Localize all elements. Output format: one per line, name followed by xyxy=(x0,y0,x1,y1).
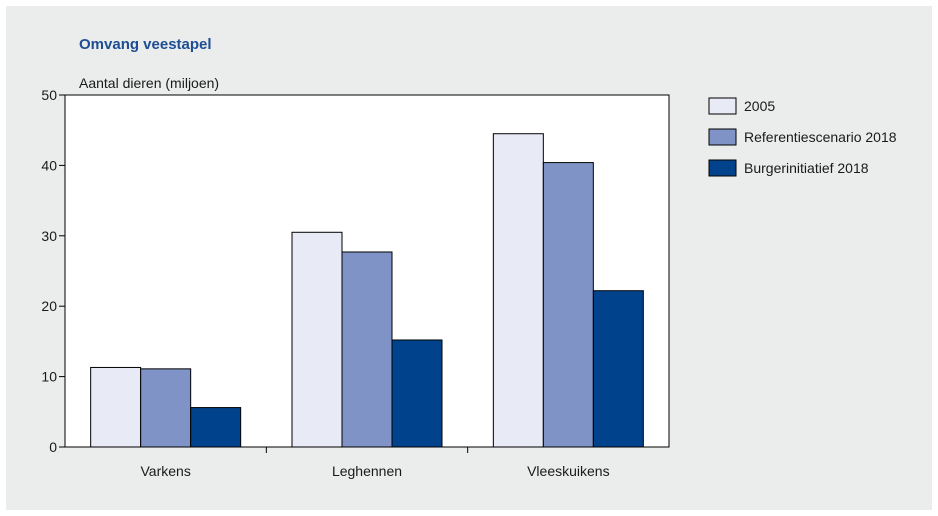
legend-label: 2005 xyxy=(744,98,775,114)
bar xyxy=(190,407,242,448)
legend-label: Burgerinitiatief 2018 xyxy=(744,160,869,176)
bar xyxy=(90,366,142,448)
bar xyxy=(492,133,544,448)
y-axis: 0 10 20 30 40 50 xyxy=(41,87,65,455)
bars-group xyxy=(90,133,644,448)
legend-swatch xyxy=(708,97,737,115)
bar xyxy=(542,162,594,448)
bar xyxy=(391,339,443,448)
bar xyxy=(592,290,644,448)
y-tick-label: 20 xyxy=(41,298,57,314)
x-tick-label: Varkens xyxy=(141,463,191,479)
y-tick-label: 40 xyxy=(41,157,57,173)
bar xyxy=(341,251,393,448)
legend-label: Referentiescenario 2018 xyxy=(744,129,897,145)
y-tick-label: 10 xyxy=(41,369,57,385)
bar xyxy=(291,231,343,448)
y-tick-label: 0 xyxy=(49,439,57,455)
x-tick-label: Vleeskuikens xyxy=(527,463,610,479)
legend: 2005 Referentiescenario 2018 Burgerinitiat… xyxy=(708,97,897,177)
y-axis-label: Aantal dieren (miljoen) xyxy=(79,75,219,91)
x-tick-label: Leghennen xyxy=(332,463,402,479)
legend-swatch xyxy=(708,128,737,146)
bar xyxy=(140,368,192,448)
y-tick-label: 30 xyxy=(41,228,57,244)
y-tick-label: 50 xyxy=(41,87,57,103)
x-axis: Varkens Leghennen Vleeskuikens xyxy=(141,447,610,479)
legend-swatch xyxy=(708,159,737,177)
chart-title: Omvang veestapel xyxy=(79,36,212,53)
